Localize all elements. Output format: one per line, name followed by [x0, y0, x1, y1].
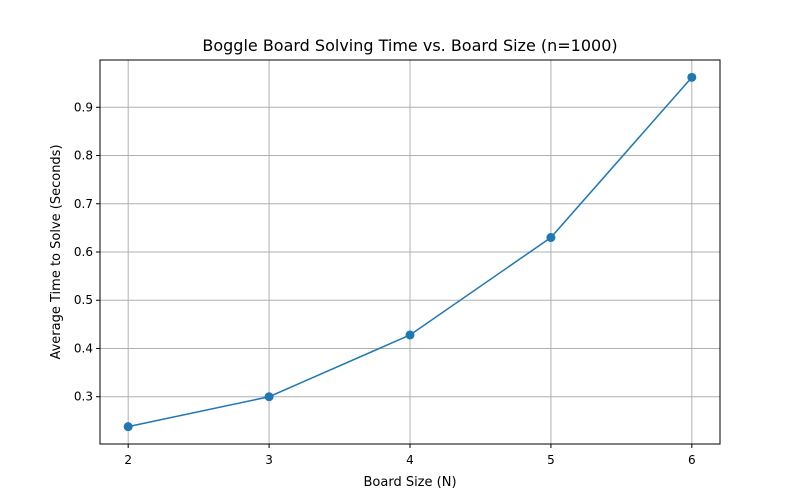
x-tick-label-0: 2 — [124, 453, 132, 467]
x-tick-label-3: 5 — [547, 453, 555, 467]
y-tick-label-4: 0.7 — [74, 197, 93, 211]
data-point-0-2 — [405, 330, 415, 340]
data-point-0-3 — [546, 233, 556, 243]
y-tick-label-6: 0.9 — [74, 100, 93, 114]
x-axis-label: Board Size (N) — [363, 475, 456, 490]
y-tick-label-1: 0.4 — [74, 341, 93, 355]
x-tick-label-2: 4 — [406, 453, 414, 467]
y-tick-label-3: 0.6 — [74, 245, 93, 259]
data-point-0-1 — [264, 392, 274, 402]
x-tick-label-1: 3 — [265, 453, 273, 467]
data-point-0-0 — [123, 422, 133, 432]
chart-title: Boggle Board Solving Time vs. Board Size… — [202, 36, 617, 55]
tick-layer: 2 3 4 5 6 0.3 0.4 0.5 0.6 0.7 0.8 0.9 — [74, 100, 696, 467]
grid-layer — [100, 60, 720, 444]
y-tick-label-5: 0.8 — [74, 149, 93, 163]
y-tick-label-2: 0.5 — [74, 293, 93, 307]
y-axis-label: Average Time to Solve (Seconds) — [49, 144, 64, 359]
data-layer — [123, 72, 697, 432]
y-tick-label-0: 0.3 — [74, 390, 93, 404]
x-tick-label-4: 6 — [688, 453, 696, 467]
data-point-0-4 — [687, 72, 697, 82]
